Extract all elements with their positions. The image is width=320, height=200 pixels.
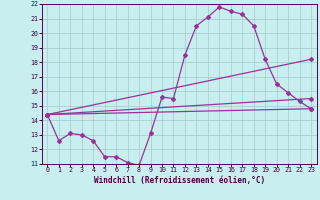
X-axis label: Windchill (Refroidissement éolien,°C): Windchill (Refroidissement éolien,°C)	[94, 176, 265, 185]
